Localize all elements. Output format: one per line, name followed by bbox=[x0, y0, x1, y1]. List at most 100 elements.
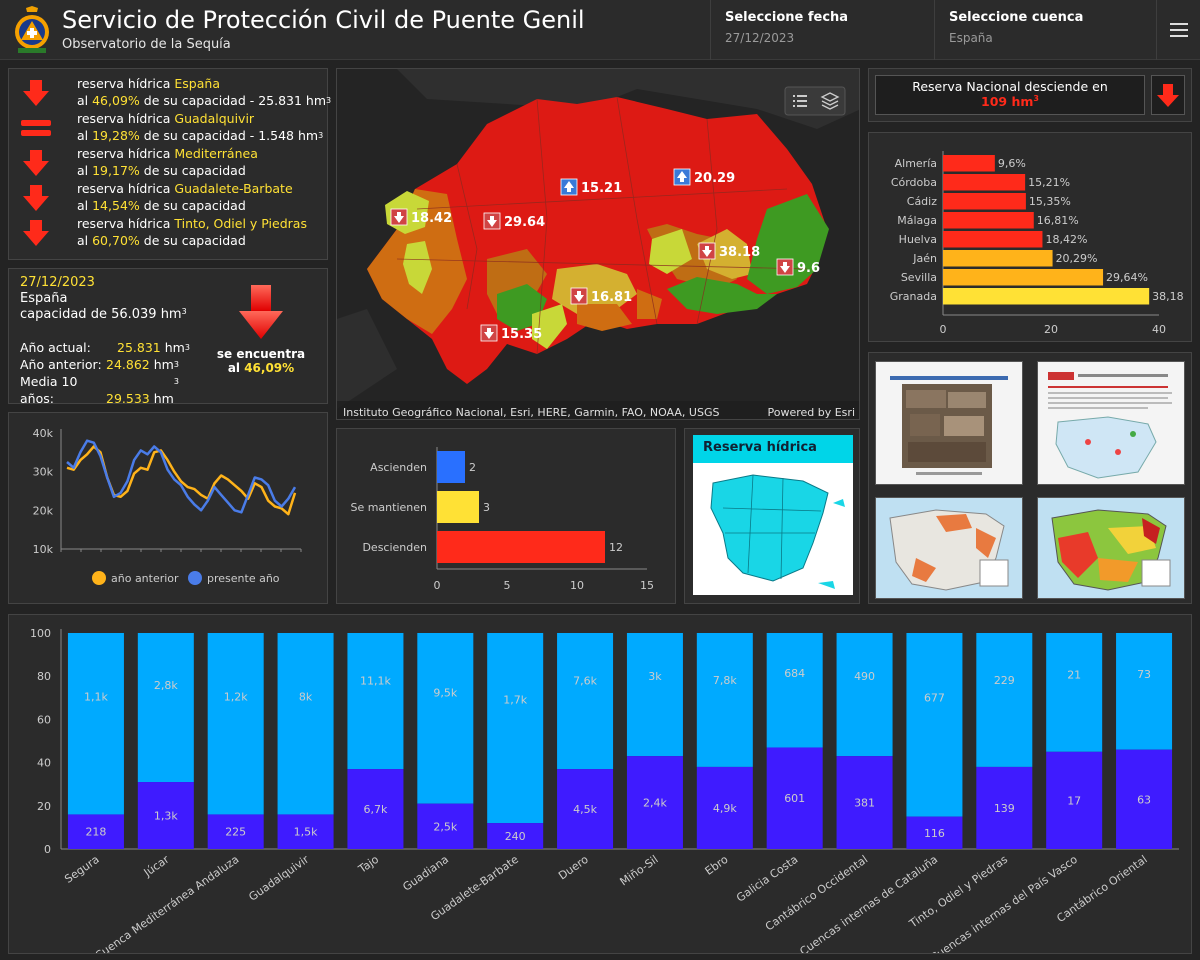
basin-reserve-bar[interactable] bbox=[1046, 751, 1103, 849]
basins-stacked-bar-chart: 100 80 60 40 20 0 1,1k 218 Segura 2,8k 1,3k Júcar 1,… bbox=[30, 627, 1179, 960]
basin-reserve-bar[interactable] bbox=[207, 814, 264, 849]
basin-reserve-bar[interactable] bbox=[626, 756, 683, 849]
map-panel[interactable]: 18.42 29.64 15.21 20.29 38.18 9.6 16.81 15.35 I… bbox=[336, 68, 860, 420]
map-value-marker[interactable]: 15.21 bbox=[560, 178, 622, 196]
province-bar[interactable] bbox=[943, 174, 1026, 191]
basin-reserve-bar[interactable] bbox=[766, 747, 823, 849]
basin-reserve-bar[interactable] bbox=[906, 816, 963, 849]
map-value-marker[interactable]: 20.29 bbox=[673, 168, 735, 186]
basin-reserve-bar[interactable] bbox=[696, 766, 753, 849]
map-value-marker[interactable]: 18.42 bbox=[390, 208, 452, 226]
legend-previous-label[interactable]: año anterior bbox=[111, 572, 179, 585]
basin-reserve-bar[interactable] bbox=[67, 814, 124, 849]
basin-reserve-bar[interactable] bbox=[1116, 749, 1173, 849]
current-year-line[interactable] bbox=[66, 439, 297, 514]
basin-reserve-label: 1,5k bbox=[294, 826, 318, 839]
province-label: Málaga bbox=[897, 214, 937, 227]
legend-current-label[interactable]: presente año bbox=[207, 572, 280, 585]
province-bar[interactable] bbox=[943, 231, 1043, 248]
basin-free-bar[interactable] bbox=[347, 633, 404, 770]
andalusia-map[interactable]: 18.42 29.64 15.21 20.29 38.18 9.6 16.81 15.35 I… bbox=[337, 69, 860, 420]
trend-bar[interactable] bbox=[437, 451, 465, 483]
province-label: Jaén bbox=[912, 252, 937, 265]
basin-free-label: 684 bbox=[784, 667, 805, 680]
basin-free-bar[interactable] bbox=[417, 633, 474, 804]
province-bar[interactable] bbox=[943, 193, 1026, 210]
down-arrow-icon bbox=[21, 184, 51, 212]
map-attribution: Instituto Geográfico Nacional, Esri, HER… bbox=[343, 406, 719, 419]
basin-free-bar[interactable] bbox=[557, 633, 614, 770]
map-value-marker[interactable]: 9.6 bbox=[776, 258, 820, 276]
province-value-label: 20,29% bbox=[1056, 252, 1098, 265]
basin-name-label: Duero bbox=[556, 853, 591, 883]
basin-free-bar[interactable] bbox=[696, 633, 753, 767]
basin-reserve-bar[interactable] bbox=[487, 823, 544, 849]
map-value-marker[interactable]: 16.81 bbox=[570, 287, 632, 305]
basin-reserve-label: 116 bbox=[924, 827, 945, 840]
trend-category-label: Descienden bbox=[362, 541, 427, 554]
map-value-label: 18.42 bbox=[411, 211, 452, 226]
list-icon[interactable] bbox=[793, 95, 807, 107]
province-label: Sevilla bbox=[901, 271, 937, 284]
x-tick-label: 0 bbox=[434, 579, 441, 592]
province-bar[interactable] bbox=[943, 288, 1150, 305]
basin-free-bar[interactable] bbox=[1046, 633, 1103, 752]
basin-reserve-label: 225 bbox=[225, 826, 246, 839]
menu-button[interactable] bbox=[1156, 0, 1200, 60]
layers-icon[interactable] bbox=[820, 92, 840, 110]
document-thumbnail-3[interactable] bbox=[875, 497, 1023, 599]
basin-free-bar[interactable] bbox=[976, 633, 1033, 767]
basin-reserve-bar[interactable] bbox=[137, 782, 194, 849]
basin-free-bar[interactable] bbox=[626, 633, 683, 757]
document-thumbnail-4[interactable] bbox=[1037, 497, 1185, 599]
basin-free-bar[interactable] bbox=[766, 633, 823, 748]
basin-free-bar[interactable] bbox=[906, 633, 963, 817]
basin-free-bar[interactable] bbox=[207, 633, 264, 815]
infographic-image[interactable]: Reserva hídrica bbox=[693, 435, 853, 595]
province-bar[interactable] bbox=[943, 212, 1034, 229]
report-page-image bbox=[1048, 372, 1172, 479]
basin-reserve-bar[interactable] bbox=[557, 769, 614, 849]
province-bar[interactable] bbox=[943, 269, 1104, 286]
document-thumbnail-2[interactable] bbox=[1037, 361, 1185, 485]
map-value-label: 29.64 bbox=[504, 215, 545, 230]
map-value-marker[interactable]: 15.35 bbox=[480, 324, 542, 342]
date-selector[interactable]: Seleccione fecha 27/12/2023 bbox=[710, 0, 934, 60]
province-value-label: 38,18 bbox=[1152, 290, 1184, 303]
basin-selector[interactable]: Seleccione cuenca España bbox=[934, 0, 1156, 60]
basin-reserve-label: 139 bbox=[994, 802, 1015, 815]
basin-free-bar[interactable] bbox=[1116, 633, 1173, 750]
documents-panel bbox=[868, 352, 1192, 604]
basin-free-bar[interactable] bbox=[487, 633, 544, 824]
map-value-label: 15.35 bbox=[501, 327, 542, 342]
map-value-label: 9.6 bbox=[797, 261, 820, 276]
map-value-marker[interactable]: 29.64 bbox=[483, 212, 545, 230]
province-bar[interactable] bbox=[943, 155, 995, 172]
basin-reserve-label: 1,3k bbox=[154, 810, 178, 823]
basin-reserve-bar[interactable] bbox=[277, 814, 334, 849]
hamburger-icon bbox=[1169, 23, 1188, 37]
trend-bar[interactable] bbox=[437, 491, 479, 523]
basin-reserve-bar[interactable] bbox=[836, 756, 893, 849]
province-value-label: 9,6% bbox=[998, 157, 1026, 170]
trend-category-label: Se mantienen bbox=[350, 501, 427, 514]
infographic-panel[interactable]: Reserva hídrica bbox=[684, 428, 860, 604]
map-powered-by[interactable]: Powered by Esri bbox=[767, 406, 855, 419]
trend-bar[interactable] bbox=[437, 531, 605, 563]
summary-region: España bbox=[20, 291, 68, 306]
basin-free-bar[interactable] bbox=[836, 633, 893, 757]
map-value-marker[interactable]: 38.18 bbox=[698, 242, 760, 260]
basin-free-bar[interactable] bbox=[137, 633, 194, 783]
basin-free-bar[interactable] bbox=[67, 633, 124, 815]
basin-free-bar[interactable] bbox=[277, 633, 334, 815]
basin-reserve-bar[interactable] bbox=[976, 766, 1033, 849]
map-tools[interactable] bbox=[784, 86, 846, 116]
basin-reserve-bar[interactable] bbox=[347, 769, 404, 849]
province-bar[interactable] bbox=[943, 250, 1053, 267]
rock-photo-image bbox=[890, 376, 1008, 475]
basin-reserve-label: 63 bbox=[1137, 793, 1151, 806]
down-arrow-icon bbox=[21, 219, 51, 247]
basin-reserve-bar[interactable] bbox=[417, 803, 474, 849]
document-thumbnail-1[interactable] bbox=[875, 361, 1023, 485]
basin-free-label: 229 bbox=[994, 674, 1015, 687]
